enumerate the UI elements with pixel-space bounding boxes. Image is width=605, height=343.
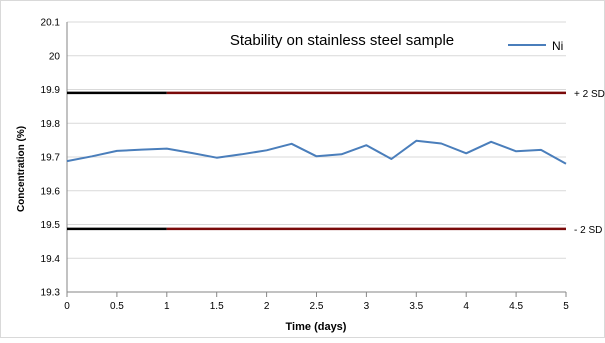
x-tick-label: 4: [463, 301, 469, 312]
y-tick-label: 20.1: [41, 18, 61, 29]
x-tick-label: 1: [164, 301, 170, 312]
y-tick-label: 19.7: [41, 153, 61, 164]
axes: 19.3 19.4 19.5 19.6 19.7 19.8 19.9 20 20.1 0 0.5 1 1…: [41, 18, 570, 313]
y-tick-label: 20: [49, 51, 61, 62]
y-tick-label: 19.5: [41, 220, 61, 231]
y-axis-label: Concentration (%): [16, 126, 27, 212]
x-tick-label: 3: [364, 301, 370, 312]
x-tick-label: 4.5: [509, 301, 523, 312]
series: [66, 139, 567, 165]
chart-title: Stability on stainless steel sample: [230, 32, 454, 49]
x-tick-label: 2: [264, 301, 270, 312]
x-tick-label: 5: [563, 301, 569, 312]
series-line-ni: [66, 139, 567, 165]
reference-lines: + 2 SD - 2 SD: [67, 89, 605, 236]
y-tick-label: 19.6: [41, 186, 61, 197]
legend-label-ni: Ni: [552, 39, 563, 53]
x-tick-label: 1.5: [210, 301, 224, 312]
x-tick-label: 0: [64, 301, 70, 312]
x-tick-label: 3.5: [409, 301, 423, 312]
y-tick-label: 19.8: [41, 119, 61, 130]
x-axis-label: Time (days): [286, 321, 347, 333]
legend: Ni: [508, 39, 563, 53]
y-tick-label: 19.9: [41, 85, 61, 96]
y-tick-label: 19.4: [41, 254, 61, 265]
x-tick-label: 2.5: [310, 301, 324, 312]
y-tick-label: 19.3: [41, 288, 61, 299]
reference-line-label: - 2 SD: [574, 225, 602, 236]
x-tick-label: 0.5: [110, 301, 124, 312]
reference-line-label: + 2 SD: [574, 89, 605, 100]
